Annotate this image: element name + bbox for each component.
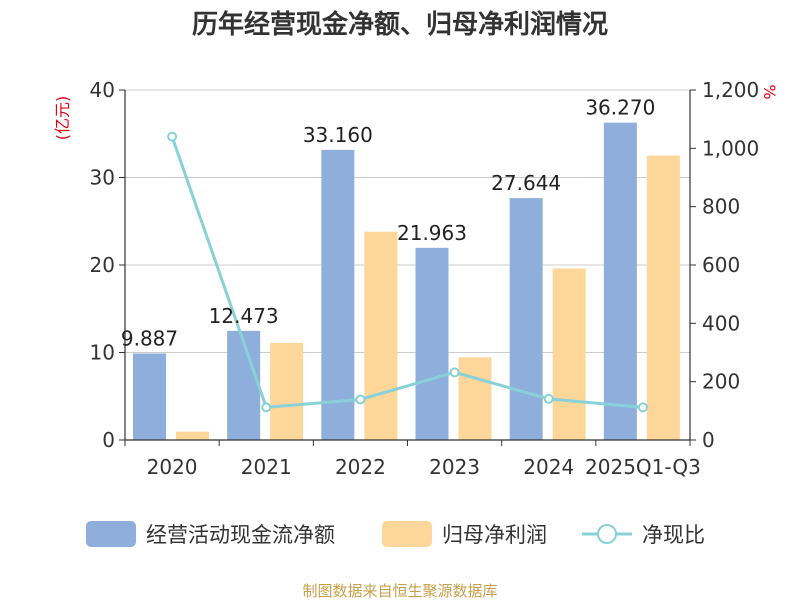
x-tick-label: 2024 [523, 455, 574, 479]
bar-cash-flow [509, 198, 543, 440]
legend-label-cash-flow: 经营活动现金流净额 [146, 523, 335, 547]
data-label: 12.473 [209, 304, 279, 328]
bar-cash-flow [415, 247, 449, 440]
ratio-line [167, 131, 648, 413]
bar-net-profit [176, 431, 209, 440]
right-axis-unit: % [760, 84, 779, 99]
left-tick-label: 10 [90, 341, 115, 365]
x-tick-label: 2021 [241, 455, 292, 479]
bar-net-profit [552, 268, 586, 440]
data-label: 21.963 [397, 221, 467, 245]
x-tick-label: 2023 [429, 455, 480, 479]
x-tick-label: 2025Q1-Q3 [585, 455, 701, 479]
x-tick-label: 2020 [147, 455, 198, 479]
legend-marker-ratio [597, 524, 617, 544]
legend: 经营活动现金流净额 归母净利润 净现比 [86, 521, 705, 547]
data-label: 27.644 [491, 171, 561, 195]
left-tick-label: 20 [90, 253, 115, 277]
right-tick-label: 0 [702, 428, 715, 452]
left-axis-unit: (亿元) [53, 96, 72, 141]
ratio-point [355, 394, 366, 405]
bar-net-profit [458, 357, 492, 440]
right-tick-label: 1,200 [702, 78, 759, 102]
legend-label-ratio: 净现比 [642, 523, 705, 547]
legend-swatch-cash-flow [86, 521, 136, 547]
data-label: 33.160 [303, 123, 373, 147]
chart-title: 历年经营现金净额、归母净利润情况 [192, 9, 608, 40]
grid [125, 89, 690, 353]
ratio-point [449, 367, 460, 378]
right-tick-label: 400 [702, 311, 740, 335]
ratio-point [543, 393, 554, 404]
ratio-point [637, 402, 648, 413]
x-tick-label: 2022 [335, 455, 386, 479]
bar-cash-flow [321, 149, 355, 440]
ratio-point [167, 131, 178, 142]
left-tick-label: 0 [102, 428, 115, 452]
right-tick-label: 1,000 [702, 136, 759, 160]
bar-cash-flow [133, 353, 166, 440]
data-label: 36.270 [585, 96, 655, 120]
bar-cash-flow [603, 122, 637, 440]
bar-net-profit [364, 231, 398, 440]
data-labels: 9.887 12.473 33.160 21.963 27.644 36.270 [121, 96, 655, 351]
data-label: 9.887 [121, 326, 178, 350]
bar-net-profit [270, 342, 304, 440]
legend-swatch-net-profit [382, 521, 432, 547]
right-tick-label: 600 [702, 253, 740, 277]
bar-cash-flow [227, 330, 261, 440]
left-tick-label: 30 [90, 166, 115, 190]
ratio-point [261, 402, 272, 413]
bar-net-profit [646, 155, 680, 440]
right-tick-label: 200 [702, 370, 740, 394]
legend-label-net-profit: 归母净利润 [442, 523, 547, 547]
right-tick-label: 800 [702, 195, 740, 219]
left-tick-label: 40 [90, 78, 115, 102]
source-note: 制图数据来自恒生聚源数据库 [302, 582, 497, 600]
ratio-line-path [170, 136, 644, 409]
bars [133, 122, 680, 440]
